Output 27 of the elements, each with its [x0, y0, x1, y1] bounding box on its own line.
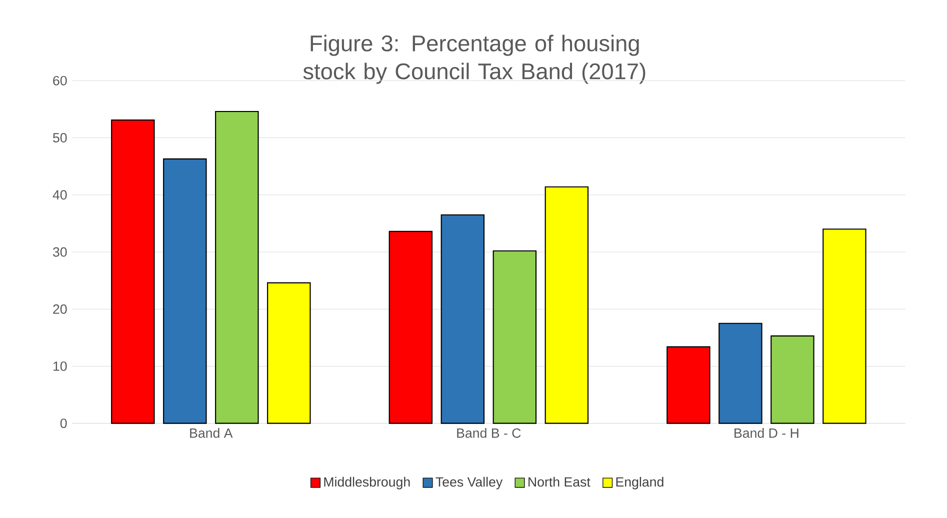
y-tick-label: 30 — [52, 247, 67, 257]
bar — [822, 228, 866, 424]
legend-label: Tees Valley — [436, 476, 503, 490]
bar — [215, 110, 259, 424]
x-tick-label: Band A — [190, 428, 233, 438]
x-tick-label: Band D - H — [734, 428, 798, 438]
y-tick-label: 40 — [52, 190, 67, 200]
y-tick-label: 20 — [53, 304, 67, 314]
bar — [770, 335, 814, 424]
bar — [718, 322, 762, 424]
bar — [111, 120, 155, 424]
bar — [666, 346, 710, 424]
y-tick-label: 50 — [53, 133, 67, 142]
bar — [440, 214, 485, 424]
legend-label: Middlesbrough — [324, 476, 410, 490]
x-tick-label: Band B - C — [457, 428, 521, 438]
bar — [388, 230, 433, 424]
y-tick-label: 60 — [53, 76, 67, 86]
legend-label: England — [616, 476, 664, 490]
y-tick-label: 10 — [53, 361, 67, 371]
legend-label: North East — [528, 476, 590, 487]
y-tick-label: 0 — [60, 418, 67, 428]
chart-title: Figure 3: Percentage of housing stock by Council Tax Band (2017) — [303, 34, 646, 84]
bar — [544, 186, 589, 424]
bar — [163, 158, 207, 424]
bar — [492, 250, 537, 424]
bar — [267, 282, 311, 424]
